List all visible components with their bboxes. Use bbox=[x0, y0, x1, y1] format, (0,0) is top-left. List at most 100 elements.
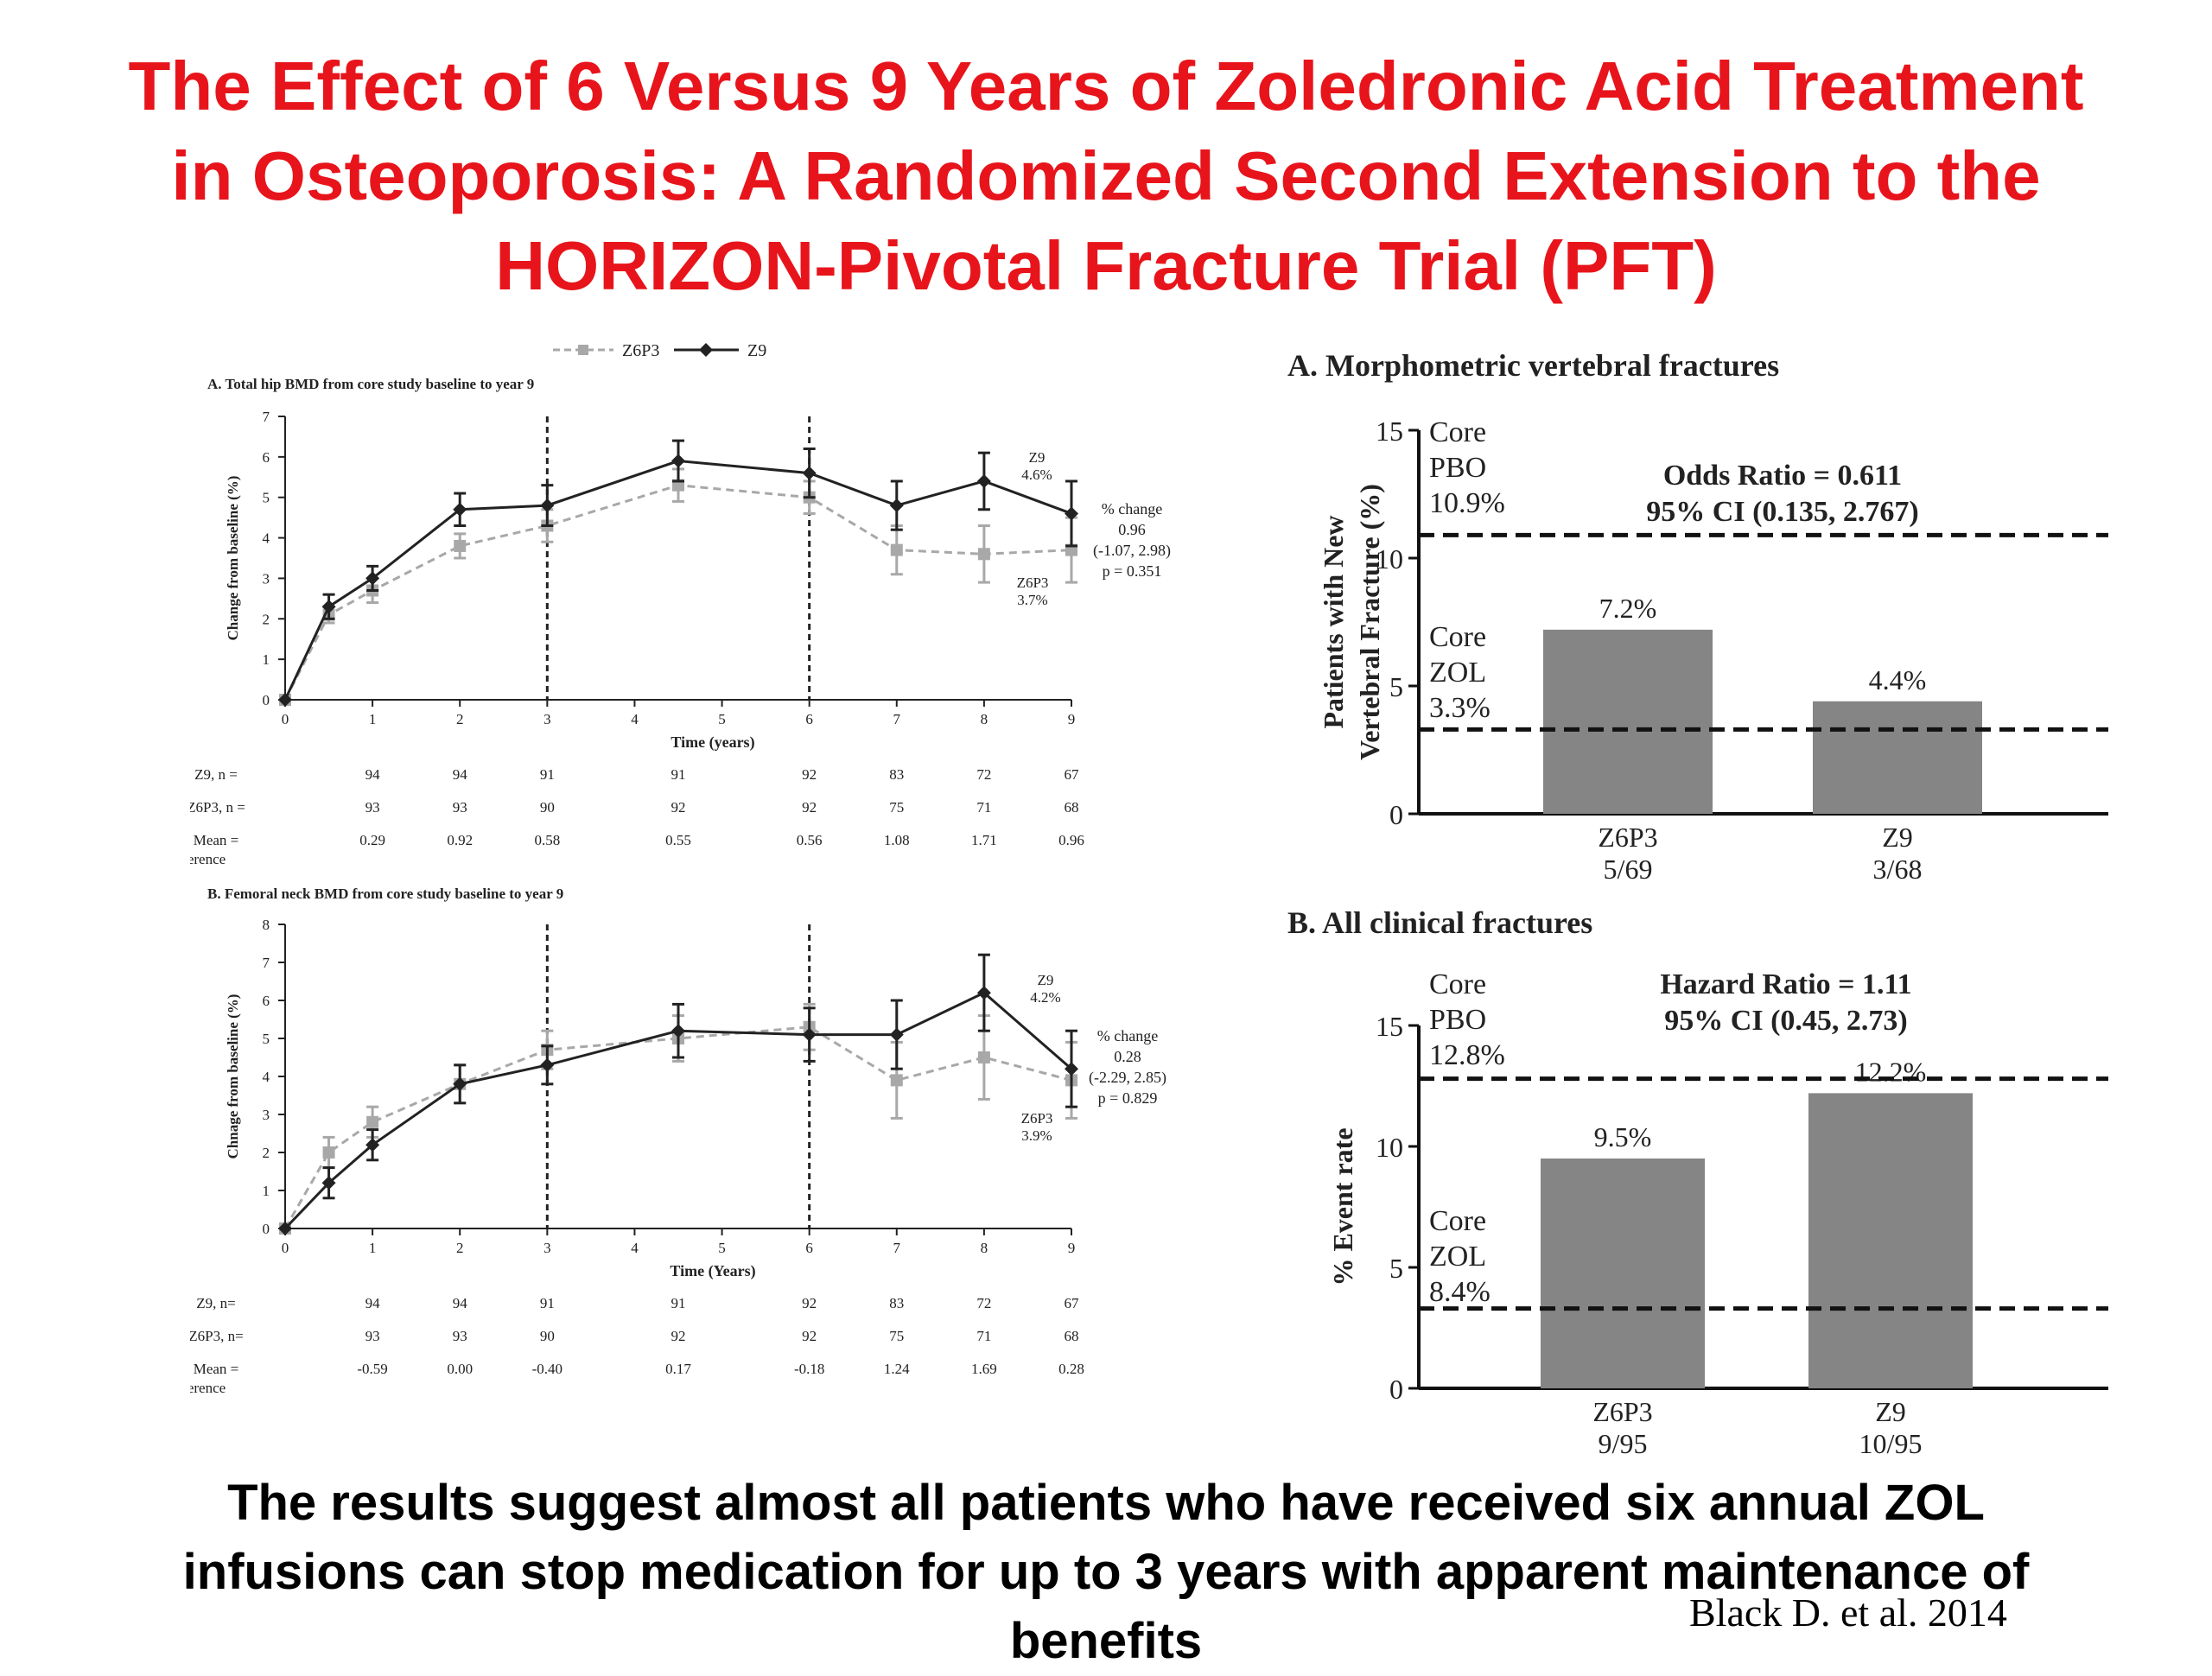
table-cell: 1.24 bbox=[884, 1361, 910, 1377]
bar-z9 bbox=[1808, 1093, 1973, 1388]
x-tick-label: 9 bbox=[1068, 1240, 1076, 1256]
stat-annotation: 95% CI (0.135, 2.767) bbox=[1646, 496, 1918, 528]
y-axis-label: Patients with New bbox=[1318, 515, 1349, 728]
table-cell: 67 bbox=[1065, 766, 1080, 783]
table-cell: 72 bbox=[976, 1295, 991, 1311]
x-tick-label: 1 bbox=[369, 1240, 377, 1256]
y-tick-label: 6 bbox=[263, 993, 270, 1009]
x-tick-label: 4 bbox=[631, 1240, 639, 1256]
data-point-z9 bbox=[321, 600, 336, 614]
y-tick-label: 1 bbox=[263, 651, 270, 668]
y-tick-label: 5 bbox=[1389, 1253, 1403, 1284]
table-cell: 0.56 bbox=[797, 832, 823, 848]
table-cell: 75 bbox=[889, 799, 904, 816]
legend-z6p3-marker bbox=[578, 345, 588, 355]
data-point-z9 bbox=[976, 473, 991, 488]
data-point-z9 bbox=[453, 1076, 467, 1091]
y-tick-label: 5 bbox=[263, 490, 270, 506]
annotation-z9: Z9 bbox=[1038, 972, 1054, 988]
annotation-change: % change bbox=[1102, 500, 1162, 517]
annotation-change: p = 0.351 bbox=[1103, 562, 1162, 580]
annotation-z9-value: 4.2% bbox=[1030, 989, 1060, 1006]
table-cell: 0.29 bbox=[359, 832, 385, 848]
reference-label: Core bbox=[1429, 968, 1486, 1000]
table-row-label: Z9, n = bbox=[194, 766, 238, 783]
citation: Black D. et al. 2014 bbox=[1689, 1590, 2007, 1635]
data-point-z9 bbox=[1065, 1062, 1078, 1076]
bar-value-label: 4.4% bbox=[1869, 664, 1927, 695]
bar-value-label: 12.2% bbox=[1855, 1056, 1927, 1087]
table-cell: 75 bbox=[889, 1328, 904, 1344]
table-cell: -0.59 bbox=[357, 1361, 387, 1377]
table-cell: 94 bbox=[365, 1295, 381, 1311]
annotation-change: (-2.29, 2.85) bbox=[1089, 1069, 1166, 1087]
x-category-label: Z6P3 bbox=[1592, 1396, 1652, 1427]
reference-label: PBO bbox=[1429, 452, 1486, 484]
legend-z9-label: Z9 bbox=[747, 341, 766, 360]
data-point-z9 bbox=[321, 1176, 336, 1190]
data-point-z9 bbox=[278, 1222, 292, 1235]
conclusion-line: infusions can stop medication for up to … bbox=[182, 1544, 2030, 1600]
table-cell: 94 bbox=[453, 766, 468, 783]
annotation-change: % change bbox=[1097, 1027, 1158, 1044]
data-point-z6p3 bbox=[977, 548, 990, 561]
chart-title: A. Morphometric vertebral fractures bbox=[1287, 348, 1779, 383]
data-point-z6p3 bbox=[322, 1146, 335, 1159]
y-tick-label: 5 bbox=[1389, 671, 1403, 702]
table-cell: 94 bbox=[453, 1295, 468, 1311]
y-tick-label: 7 bbox=[263, 955, 270, 971]
x-category-sublabel: 3/68 bbox=[1873, 854, 1923, 885]
bar-z9 bbox=[1813, 701, 1982, 814]
x-axis-label: Time (Years) bbox=[670, 1262, 755, 1280]
x-tick-label: 5 bbox=[718, 711, 726, 727]
chart-title: A. Total hip BMD from core study baselin… bbox=[207, 376, 534, 392]
table-cell: 0.00 bbox=[447, 1361, 473, 1377]
data-point-z9 bbox=[802, 1027, 817, 1042]
x-tick-label: 7 bbox=[893, 711, 901, 727]
y-tick-label: 2 bbox=[263, 611, 270, 627]
y-tick-label: 4 bbox=[263, 1069, 270, 1085]
table-cell: 83 bbox=[889, 766, 904, 783]
y-tick-label: 1 bbox=[263, 1183, 270, 1199]
data-point-z9 bbox=[671, 1024, 685, 1038]
y-axis-label: Chnage from baseline (%) bbox=[225, 994, 241, 1159]
annotation-z9-value: 4.6% bbox=[1021, 467, 1052, 483]
table-row-label: Z9, n= bbox=[196, 1295, 235, 1311]
table-cell: 71 bbox=[976, 1328, 991, 1344]
x-tick-label: 8 bbox=[981, 711, 988, 727]
y-tick-label: 10 bbox=[1376, 543, 1403, 575]
y-tick-label: 3 bbox=[263, 570, 270, 587]
x-tick-label: 6 bbox=[805, 1240, 813, 1256]
y-tick-label: 2 bbox=[263, 1145, 270, 1161]
x-category-sublabel: 5/69 bbox=[1604, 854, 1653, 885]
y-tick-label: 15 bbox=[1376, 1011, 1403, 1042]
legend-z9-marker bbox=[699, 343, 713, 357]
chart-title: B. All clinical fractures bbox=[1287, 907, 1592, 940]
table-row-label: Z6P3, n = bbox=[190, 799, 245, 816]
table-cell: 91 bbox=[671, 766, 686, 783]
stat-annotation: Odds Ratio = 0.611 bbox=[1663, 460, 1902, 492]
data-point-z9 bbox=[1065, 506, 1078, 521]
table-cell: 92 bbox=[802, 766, 817, 783]
reference-label: PBO bbox=[1429, 1004, 1486, 1036]
x-category-label: Z6P3 bbox=[1598, 822, 1657, 853]
y-axis-label: Vertebral Fracture (%) bbox=[1354, 484, 1385, 760]
reference-label: 12.8% bbox=[1429, 1039, 1505, 1071]
title-line: The Effect of 6 Versus 9 Years of Zoledr… bbox=[128, 48, 2084, 124]
bar-value-label: 9.5% bbox=[1594, 1121, 1652, 1152]
table-cell: 92 bbox=[802, 799, 817, 816]
y-tick-label: 6 bbox=[263, 449, 270, 466]
x-axis-label: Time (years) bbox=[671, 733, 754, 752]
reference-label: 3.3% bbox=[1429, 692, 1491, 724]
x-category-sublabel: 9/95 bbox=[1599, 1428, 1648, 1459]
table-cell: 92 bbox=[671, 1328, 686, 1344]
annotation-z6p3: Z6P3 bbox=[1021, 1110, 1053, 1127]
table-cell: 91 bbox=[671, 1295, 686, 1311]
y-tick-label: 0 bbox=[1389, 1374, 1403, 1405]
vertebral-fractures-chart: A. Morphometric vertebral fractures 0 5 10 1… bbox=[1287, 348, 2108, 885]
y-tick-label: 10 bbox=[1376, 1132, 1403, 1163]
table-cell: 91 bbox=[540, 1295, 555, 1311]
stat-annotation: Hazard Ratio = 1.11 bbox=[1660, 968, 1911, 1000]
line-legend: Z6P3 Z9 bbox=[553, 341, 766, 360]
reference-label: Core bbox=[1429, 1205, 1486, 1237]
